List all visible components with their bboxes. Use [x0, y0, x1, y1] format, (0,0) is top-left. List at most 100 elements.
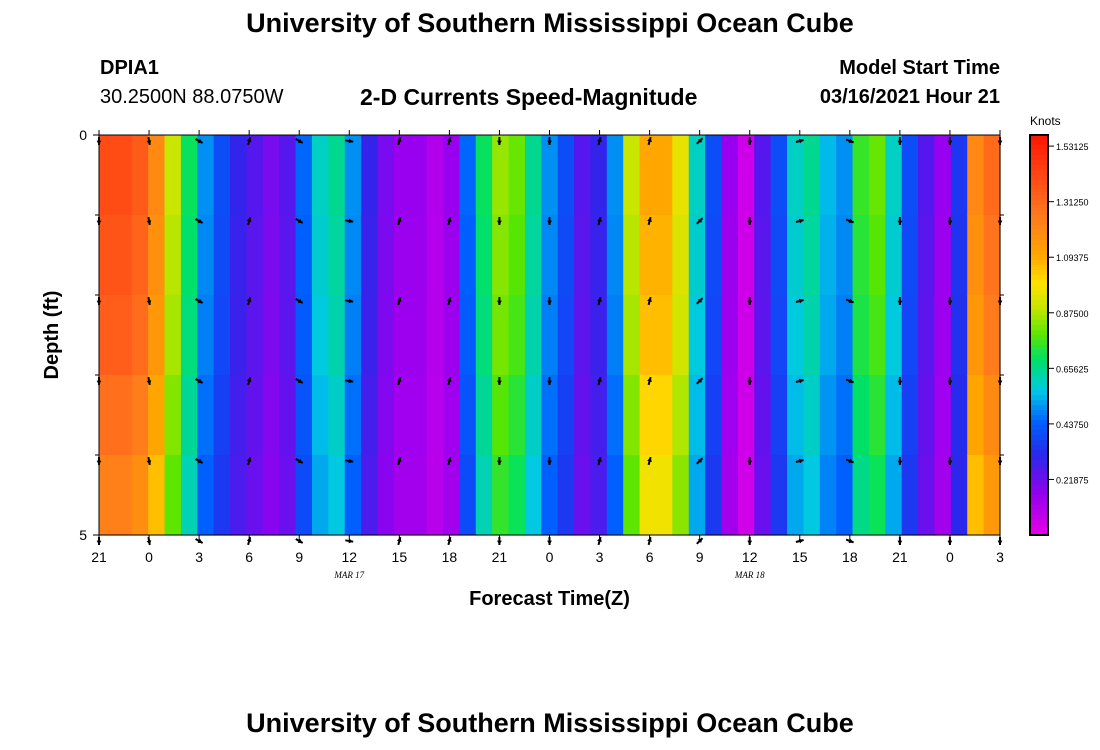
heatmap-cell: [639, 375, 657, 456]
current-arrow: [195, 298, 204, 304]
colorbar-swatch: [1030, 480, 1048, 486]
heatmap-cell: [443, 455, 460, 536]
colorbar-swatch: [1030, 530, 1048, 536]
heatmap-cell: [115, 295, 133, 376]
colorbar-swatch: [1030, 210, 1048, 216]
heatmap-cell: [770, 455, 788, 536]
footer-title: University of Southern Mississippi Ocean…: [246, 708, 854, 738]
current-arrow: [396, 136, 402, 146]
heatmap-cell: [983, 215, 1001, 296]
heatmap-cell: [754, 375, 772, 456]
heatmap-cell: [262, 295, 280, 376]
heatmap-cell: [295, 375, 313, 456]
current-arrow: [396, 456, 402, 466]
heatmap-cell: [393, 215, 411, 296]
heatmap-cell: [344, 455, 362, 536]
heatmap-cell: [443, 375, 460, 456]
heatmap-cell: [426, 455, 444, 536]
heatmap-cell: [230, 135, 248, 216]
heatmap-cell: [623, 295, 641, 376]
heatmap-cell: [213, 375, 231, 456]
heatmap-cell: [852, 375, 870, 456]
heatmap-cell: [148, 135, 166, 216]
current-arrow: [747, 377, 753, 385]
current-arrow: [447, 216, 452, 226]
colorbar-swatch: [1030, 490, 1048, 496]
heatmap-cell: [279, 135, 297, 216]
heatmap-cell: [328, 215, 346, 296]
colorbar-swatch: [1030, 360, 1048, 366]
current-arrow: [897, 457, 903, 465]
x-tick-label: 3: [596, 549, 604, 565]
current-arrow: [246, 216, 252, 226]
current-arrow: [547, 297, 552, 305]
heatmap-cell: [377, 295, 395, 376]
colorbar-tick-label: 1.53125: [1056, 142, 1089, 152]
heatmap-cell: [983, 375, 1001, 456]
colorbar-swatch: [1030, 275, 1048, 281]
y-axis: 05: [79, 127, 1004, 543]
x-tick-label: 3: [195, 549, 203, 565]
current-arrow: [447, 136, 452, 146]
heatmap-cell: [918, 375, 936, 456]
heatmap-cell: [754, 135, 772, 216]
heatmap-cell: [180, 215, 198, 296]
y-tick-label: 0: [79, 127, 87, 143]
heatmap-cell: [311, 215, 329, 296]
heatmap-cell: [606, 215, 624, 296]
colorbar-swatch: [1030, 315, 1048, 321]
heatmap-cell: [180, 135, 198, 216]
current-arrow: [447, 296, 452, 306]
heatmap-cell: [361, 455, 379, 536]
heatmap-cell: [574, 295, 592, 376]
heatmap-cell: [164, 295, 182, 376]
heatmap-cell: [672, 455, 690, 536]
colorbar-swatch: [1030, 160, 1048, 166]
x-tick-label: 9: [696, 549, 704, 565]
heatmap-cell: [705, 375, 723, 456]
current-arrow: [547, 137, 552, 145]
current-arrow: [897, 377, 903, 385]
colorbar-swatch: [1030, 260, 1048, 266]
colorbar-swatch: [1030, 140, 1048, 146]
current-arrow: [345, 138, 354, 144]
current-arrow: [497, 137, 502, 145]
heatmap-cell: [443, 215, 460, 296]
colorbar-swatch: [1030, 365, 1048, 371]
heatmap-cell: [164, 135, 182, 216]
heatmap-cell: [197, 455, 215, 536]
heatmap-cell: [131, 135, 149, 216]
heatmap-cell: [131, 295, 149, 376]
colorbar-swatch: [1030, 475, 1048, 481]
heatmap-cell: [901, 295, 919, 376]
heatmap-cell: [590, 455, 608, 536]
heatmap-cell: [279, 295, 297, 376]
model-start-label: Model Start Time: [839, 57, 1000, 79]
heatmap-cell: [246, 375, 264, 456]
x-tick-label: 0: [546, 549, 554, 565]
heatmap-cell: [967, 215, 985, 296]
colorbar-swatch: [1030, 450, 1048, 456]
heatmap-cell: [508, 375, 526, 456]
date-label: MAR 18: [734, 570, 765, 580]
current-arrow: [345, 218, 354, 224]
heatmap-cell: [934, 215, 952, 296]
heatmap-cell: [672, 295, 690, 376]
heatmap-cell: [705, 455, 723, 536]
colorbar-swatch: [1030, 420, 1048, 426]
heatmap-cell: [819, 455, 837, 536]
heatmap-cell: [541, 375, 559, 456]
heatmap-cell: [803, 375, 821, 456]
heatmap-cell: [492, 455, 510, 536]
heatmap-cell: [901, 135, 919, 216]
colorbar-swatch: [1030, 230, 1048, 236]
colorbar-swatch: [1030, 395, 1048, 401]
heatmap-cell: [623, 375, 641, 456]
heatmap-cell: [639, 215, 657, 296]
heatmap-cell: [180, 455, 198, 536]
heatmap-cell: [426, 215, 444, 296]
heatmap-cell: [377, 215, 395, 296]
heatmap-cell: [655, 215, 673, 296]
heatmap-cell: [393, 375, 411, 456]
current-arrow: [845, 298, 854, 304]
